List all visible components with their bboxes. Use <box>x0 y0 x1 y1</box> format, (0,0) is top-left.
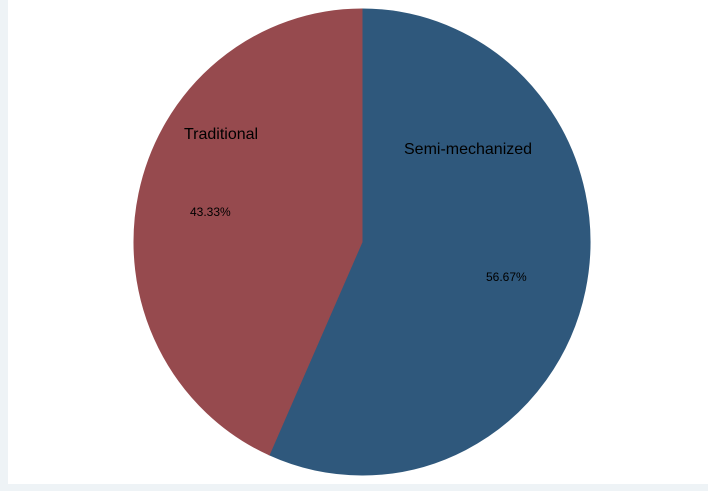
slice-label-semi-mechanized: Semi-mechanized <box>404 141 532 158</box>
pie-slice-traditional <box>133 8 363 456</box>
pie-slice-semi-mechanized <box>268 8 591 476</box>
slice-label-traditional: Traditional <box>184 126 258 143</box>
slice-percent-semi-mechanized: 56.67% <box>486 270 527 284</box>
slice-percent-traditional: 43.33% <box>190 205 231 219</box>
pie-slices <box>133 8 591 476</box>
